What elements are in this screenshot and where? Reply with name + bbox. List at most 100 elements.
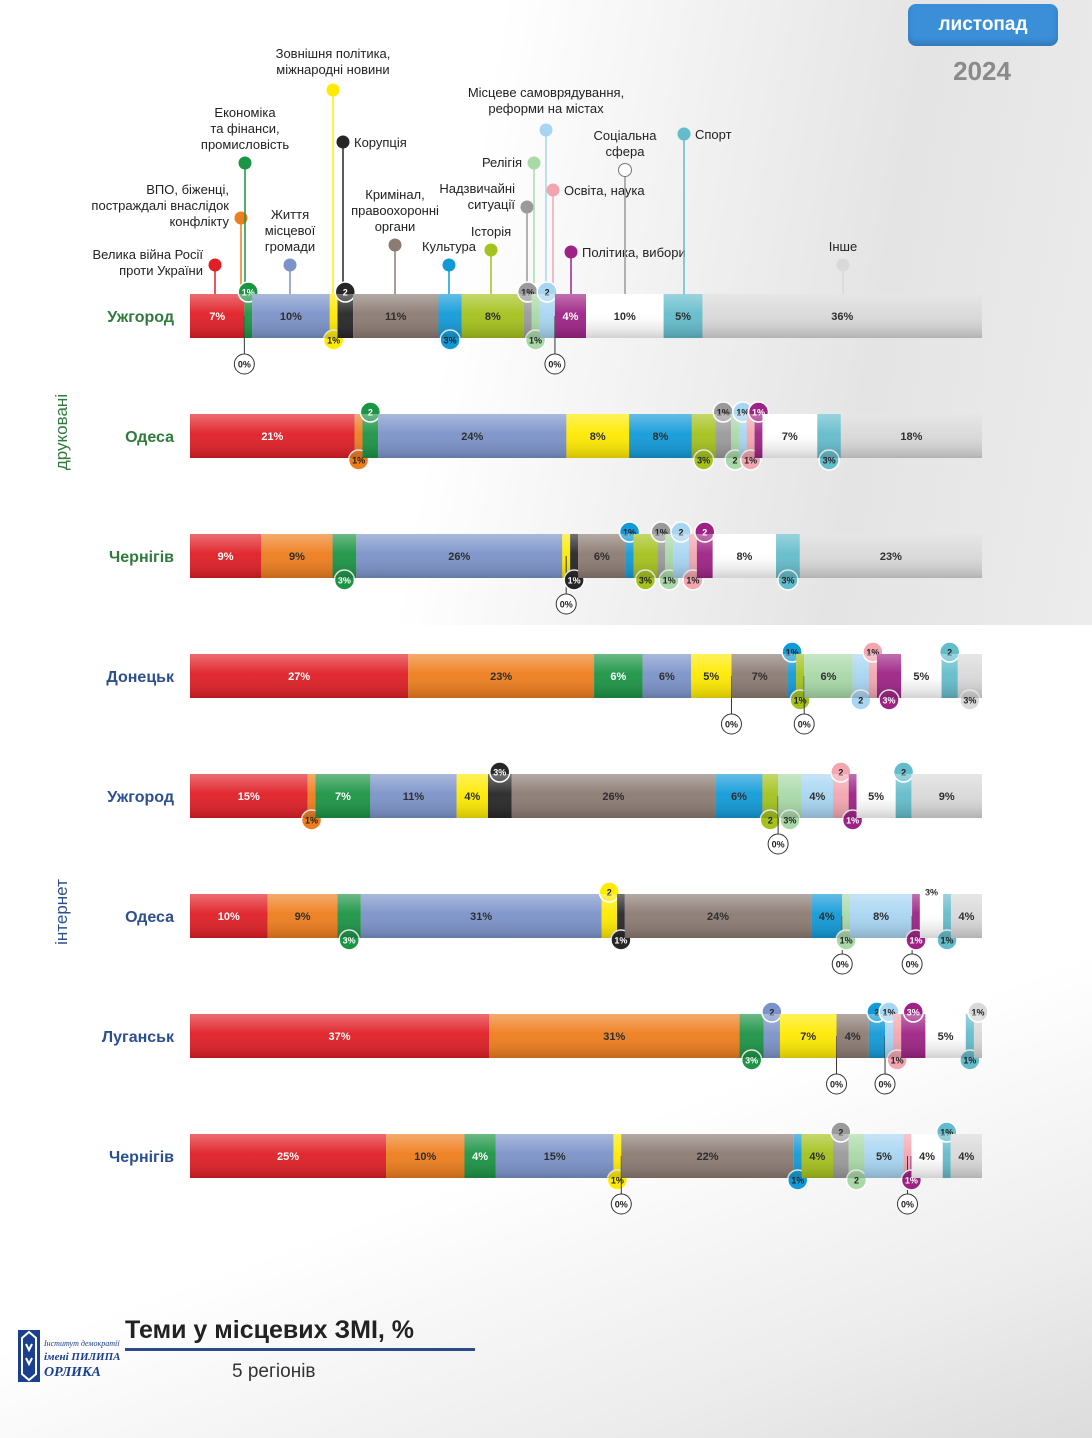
legend-pin: Місцеве самоврядування,реформи на містах (468, 85, 624, 294)
bar-gloss (190, 654, 982, 698)
legend-dot (388, 238, 402, 252)
data-label: 1% (891, 1056, 904, 1066)
data-label: 1% (736, 408, 749, 418)
data-label: 1% (940, 1128, 953, 1138)
legend-label: місцевої (265, 223, 316, 238)
callout-badge (555, 593, 577, 615)
region-label: Луганськ (102, 1029, 175, 1046)
legend-dot (326, 83, 340, 97)
institute-logo: Інститут демократії імені ПИЛИПА ОРЛИКА (18, 1330, 121, 1382)
legend-dot (836, 258, 850, 272)
region-label: Ужгород (107, 789, 174, 806)
legend-label: та фінанси, (210, 121, 279, 136)
callout-badge (826, 1073, 848, 1095)
legend-pin: Освіта, наука (546, 183, 645, 294)
legend-label: Кримінал, (365, 187, 425, 202)
data-label: 1% (883, 1008, 896, 1018)
data-label: 2 (545, 288, 550, 298)
data-label: 1% (866, 648, 879, 658)
data-label: 0% (238, 360, 251, 370)
data-label: 1% (905, 1176, 918, 1186)
data-label: 1% (963, 1056, 976, 1066)
data-label: 1% (909, 936, 922, 946)
data-label: 2 (854, 1176, 859, 1186)
data-label: 1% (744, 456, 757, 466)
data-label: 3% (338, 576, 351, 586)
data-label: 1% (529, 336, 542, 346)
legend-label: ситуації (468, 197, 516, 212)
bar-gloss (190, 1014, 982, 1058)
legend-dot (539, 123, 553, 137)
bar-gloss (190, 294, 982, 338)
legend-label: Життя (271, 207, 309, 222)
data-label: 1% (521, 288, 534, 298)
legend-label: Інше (829, 239, 857, 254)
legend-dot (546, 183, 560, 197)
callout-badge (901, 953, 923, 975)
bar-row: Ужгород15%1%7%11%4%3%26%6%20%3%4%21%5%29… (107, 761, 982, 855)
data-label: 1% (717, 408, 730, 418)
legend-dot (442, 258, 456, 272)
legend-dot (336, 135, 350, 149)
data-label: 1% (614, 936, 627, 946)
callout-badge (544, 353, 566, 375)
legend-label: Велика війна Росії (92, 247, 203, 262)
legend-label: конфлікту (169, 214, 229, 229)
data-label: 3% (639, 576, 652, 586)
data-label: 3% (781, 576, 794, 586)
legend-label: Освіта, наука (564, 183, 645, 198)
legend-pin: Спорт (677, 127, 732, 294)
legend-label: промисловість (201, 137, 289, 152)
data-label: 2 (838, 1128, 843, 1138)
data-label: 0% (615, 1200, 628, 1210)
data-label: 0% (836, 960, 849, 970)
data-label: 1% (352, 456, 365, 466)
data-label: 1% (305, 816, 318, 826)
legend-pin: Зовнішня політика,міжнародні новини (276, 46, 391, 294)
data-label: 2 (679, 528, 684, 538)
legend-label: Економіка (214, 105, 276, 120)
data-label: 0% (560, 600, 573, 610)
bar-row: Ужгород7%0%1%10%1%211%3%8%1%1%20%4%10%5%… (107, 281, 982, 375)
data-label: 1% (752, 408, 765, 418)
legend-label: Культура (422, 239, 477, 254)
bar-gloss (190, 1134, 982, 1178)
callout-badge (831, 953, 853, 975)
bar-row: Чернігів25%10%4%15%1%0%22%1%4%225%0%1%4%… (109, 1121, 982, 1215)
data-label: 3% (963, 696, 976, 706)
group-label-internet: інтернет (52, 879, 71, 945)
month-badge: листопад (908, 4, 1058, 46)
data-label: 1% (840, 936, 853, 946)
region-label: Одеса (125, 429, 174, 446)
data-label: 1% (686, 576, 699, 586)
data-label: 2 (769, 1008, 774, 1018)
data-label: 2 (343, 288, 348, 298)
data-label: 1% (941, 936, 954, 946)
region-label: Чернігів (109, 1149, 174, 1166)
legend-dot (527, 156, 541, 170)
data-label: 3% (343, 936, 356, 946)
legend-label: Історія (471, 224, 511, 239)
legend-dot (618, 163, 632, 177)
data-label: 0% (879, 1080, 892, 1090)
legend-label: ВПО, біженці, (146, 182, 229, 197)
callout-badge (793, 713, 815, 735)
legend-pin: Історія (471, 224, 511, 294)
data-label: 0% (906, 960, 919, 970)
legend-pin: ВПО, біженці,постраждалі внаслідокконфлі… (91, 182, 248, 294)
legend-label: Релігія (482, 155, 522, 170)
data-label: 3% (907, 1008, 920, 1018)
legend-label: Надзвичайні (439, 181, 515, 196)
data-label: 2 (858, 696, 863, 706)
legend-label: Зовнішня політика, (276, 46, 391, 61)
bar-row: Луганськ37%31%3%27%0%4%20%1%1%3%5%1%1% (102, 1001, 989, 1095)
region-label: Донецьк (106, 669, 175, 686)
legend-label: Місцеве самоврядування, (468, 85, 624, 100)
callout-badge (720, 713, 742, 735)
year-label: 2024 (953, 56, 1011, 86)
svg-text:імені ПИЛИПА: імені ПИЛИПА (44, 1351, 121, 1363)
data-label: 1% (846, 816, 859, 826)
